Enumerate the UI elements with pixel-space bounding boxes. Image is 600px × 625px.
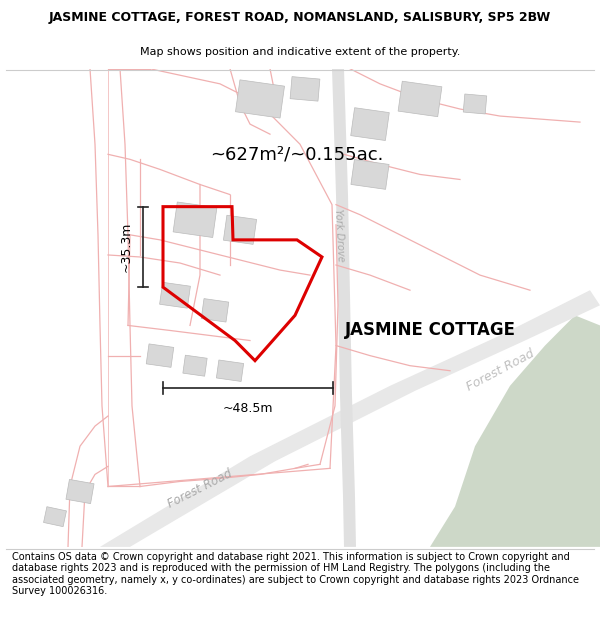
Polygon shape [183,355,207,376]
Text: ~48.5m: ~48.5m [223,402,273,415]
Text: ~627m²/~0.155ac.: ~627m²/~0.155ac. [210,145,383,163]
Polygon shape [201,299,229,322]
Polygon shape [235,80,284,118]
Polygon shape [66,479,94,504]
Text: JASMINE COTTAGE: JASMINE COTTAGE [345,321,516,339]
Text: Map shows position and indicative extent of the property.: Map shows position and indicative extent… [140,47,460,56]
Polygon shape [223,215,257,244]
Polygon shape [100,290,600,547]
Polygon shape [217,360,244,381]
Text: JASMINE COTTAGE, FOREST ROAD, NOMANSLAND, SALISBURY, SP5 2BW: JASMINE COTTAGE, FOREST ROAD, NOMANSLAND… [49,11,551,24]
Polygon shape [398,81,442,117]
Polygon shape [160,282,190,308]
Polygon shape [430,316,600,547]
Text: York Drove: York Drove [332,208,346,261]
Polygon shape [146,344,174,367]
Polygon shape [44,507,67,527]
Text: ~35.3m: ~35.3m [120,222,133,272]
Polygon shape [351,107,389,141]
Polygon shape [463,94,487,114]
Polygon shape [173,202,217,238]
Polygon shape [351,159,389,189]
Text: Contains OS data © Crown copyright and database right 2021. This information is : Contains OS data © Crown copyright and d… [12,551,579,596]
Text: Forest Road: Forest Road [166,467,235,511]
Polygon shape [332,69,356,547]
Polygon shape [290,77,320,101]
Text: Forest Road: Forest Road [464,348,536,394]
